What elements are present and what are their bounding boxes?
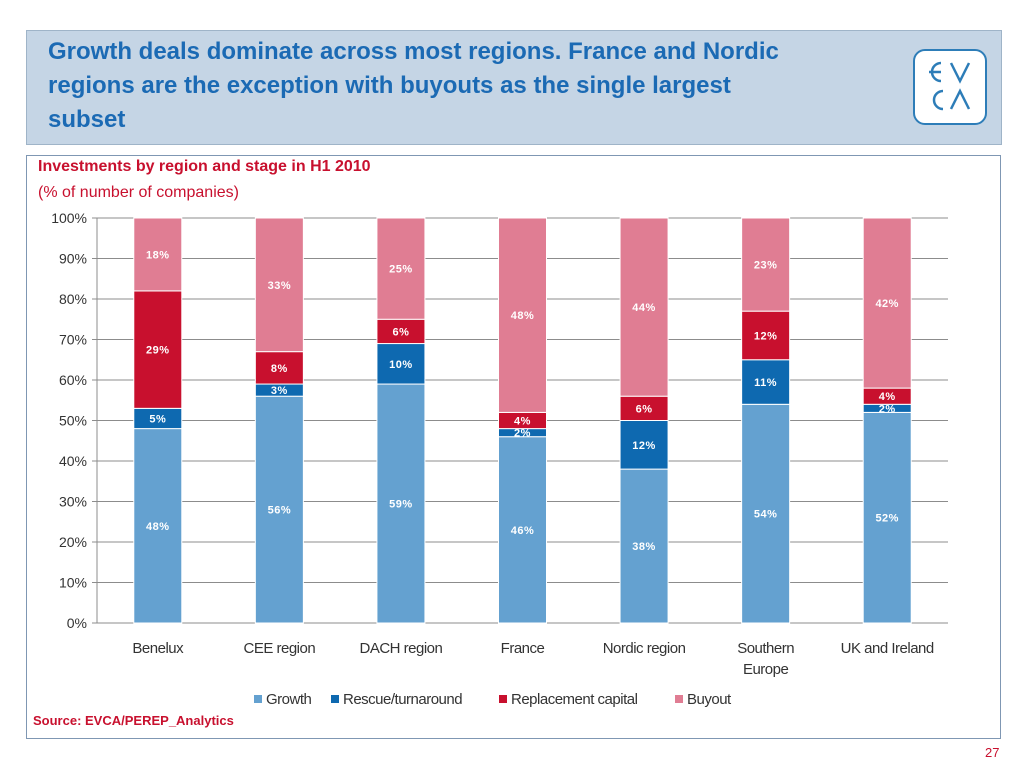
- bar-segment: [254, 217, 304, 353]
- y-tick-label: 50%: [59, 413, 87, 429]
- bar-segment: [619, 420, 669, 470]
- bar-segment: [254, 395, 304, 624]
- bar-segment: [498, 436, 547, 624]
- bar-segment: [619, 217, 669, 397]
- data-label: 11%: [754, 377, 777, 389]
- y-tick-label: 80%: [59, 291, 87, 307]
- x-tick-label: Europe: [743, 661, 789, 678]
- data-label: 48%: [511, 310, 535, 322]
- y-tick-label: 70%: [59, 332, 87, 348]
- data-label: 33%: [268, 280, 292, 292]
- legend-label: Buyout: [687, 691, 732, 708]
- y-tick-label: 60%: [59, 372, 87, 388]
- x-tick-label: DACH region: [359, 640, 442, 657]
- y-tick-label: 30%: [59, 494, 87, 510]
- bar-segment: [376, 217, 426, 320]
- source-note: Source: EVCA/PEREP_Analytics: [33, 713, 234, 728]
- x-tick-label: Nordic region: [603, 640, 686, 657]
- x-tick-label: UK and Ireland: [841, 640, 934, 657]
- x-tick-label: France: [501, 640, 545, 657]
- chart-subtitle: (% of number of companies): [38, 184, 239, 201]
- data-label: 6%: [392, 326, 409, 338]
- bar-segment: [862, 217, 912, 389]
- data-label: 2%: [879, 403, 896, 415]
- bar-segment: [133, 428, 183, 624]
- data-label: 18%: [146, 249, 170, 261]
- data-label: 6%: [636, 403, 653, 415]
- data-label: 56%: [268, 505, 292, 517]
- y-tick-label: 0%: [67, 615, 87, 631]
- chart-title: Investments by region and stage in H1 20…: [38, 158, 371, 175]
- data-label: 10%: [389, 359, 413, 371]
- page-number: 27: [985, 745, 1000, 760]
- bar-segment: [133, 217, 183, 292]
- legend-label: Growth: [266, 691, 312, 708]
- data-label: 8%: [271, 363, 288, 375]
- data-label: 54%: [754, 509, 778, 521]
- data-label: 5%: [149, 413, 166, 425]
- data-label: 52%: [875, 513, 899, 525]
- data-label: 12%: [754, 330, 778, 342]
- bar-segment: [376, 343, 426, 385]
- legend-swatch: [331, 695, 339, 703]
- data-label: 46%: [511, 525, 535, 537]
- bar-segment: [498, 217, 547, 413]
- x-tick-label: Benelux: [132, 640, 184, 657]
- data-label: 23%: [754, 260, 778, 272]
- bar-segment: [619, 468, 669, 624]
- data-label: 44%: [632, 302, 656, 314]
- slide-title: Growth deals dominate across most region…: [48, 38, 779, 133]
- legend-label: Replacement capital: [511, 691, 638, 708]
- y-tick-label: 40%: [59, 453, 87, 469]
- data-label: 25%: [389, 264, 413, 276]
- data-label: 59%: [389, 499, 413, 511]
- data-label: 42%: [875, 298, 899, 310]
- legend-swatch: [499, 695, 507, 703]
- evca-logo: [913, 49, 987, 125]
- bar-segment: [741, 403, 791, 624]
- y-tick-label: 10%: [59, 575, 87, 591]
- legend-swatch: [675, 695, 683, 703]
- data-label: 4%: [879, 391, 896, 403]
- data-label: 29%: [146, 345, 170, 357]
- data-label: 3%: [271, 385, 288, 397]
- y-tick-label: 100%: [51, 210, 87, 226]
- data-label: 38%: [632, 541, 656, 553]
- legend-label: Rescue/turnaround: [343, 691, 462, 708]
- data-label: 2%: [514, 428, 531, 440]
- y-tick-label: 90%: [59, 251, 87, 267]
- legend-swatch: [254, 695, 262, 703]
- bar-segment: [254, 351, 304, 385]
- x-tick-label: Southern: [737, 640, 794, 657]
- y-tick-label: 20%: [59, 534, 87, 550]
- bar-segment: [741, 359, 791, 405]
- title-banner: Growth deals dominate across most region…: [26, 30, 1002, 145]
- x-tick-label: CEE region: [243, 640, 315, 657]
- data-label: 4%: [514, 416, 531, 428]
- data-label: 12%: [632, 440, 656, 452]
- bar-segment: [741, 217, 791, 312]
- bar-segment: [862, 411, 912, 624]
- data-label: 48%: [146, 521, 170, 533]
